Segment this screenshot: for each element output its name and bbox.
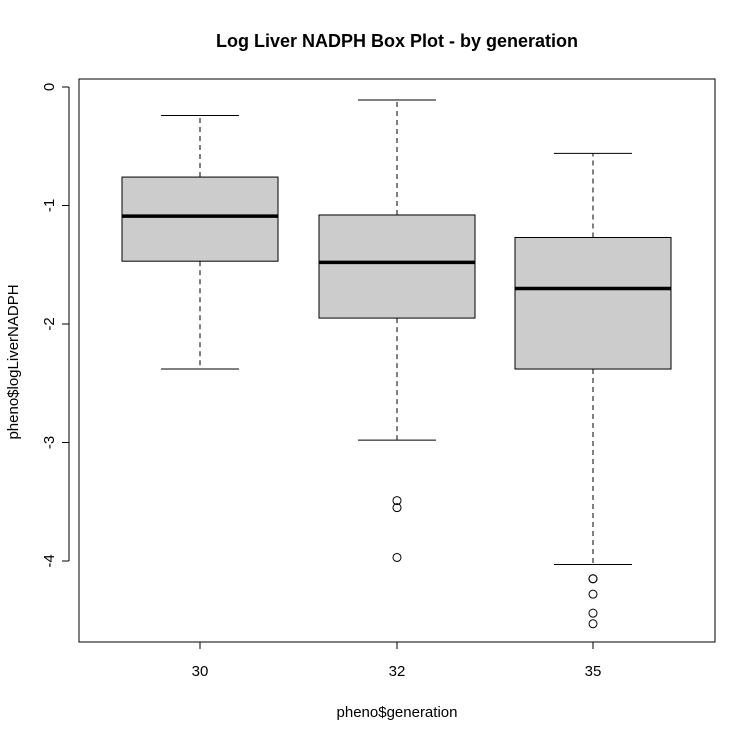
chart-title: Log Liver NADPH Box Plot - by generation — [216, 31, 578, 51]
x-tick-label: 35 — [585, 663, 602, 680]
outlier-point — [588, 574, 598, 584]
outlier-point — [392, 496, 402, 506]
x-axis-label: pheno$generation — [337, 704, 458, 721]
x-tick-label: 32 — [389, 663, 406, 680]
outlier-point — [392, 552, 402, 562]
y-tick-label: 0 — [41, 83, 58, 91]
y-tick-label: -3 — [41, 436, 58, 449]
outlier-point — [588, 619, 598, 629]
x-tick-label: 30 — [192, 663, 209, 680]
outlier-point — [588, 589, 598, 599]
outlier-point — [392, 503, 402, 513]
box-iqr — [121, 176, 279, 262]
y-tick-label: -4 — [41, 554, 58, 567]
y-axis-label: pheno$logLiverNADPH — [5, 284, 22, 439]
y-tick-label: -1 — [41, 199, 58, 212]
y-tick-label: -2 — [41, 317, 58, 330]
chart-marks: 0 -1 -2 -3 -4 30 32 35 — [41, 83, 672, 680]
box-iqr — [514, 236, 672, 370]
box-iqr — [318, 214, 476, 319]
outlier-point — [588, 608, 598, 618]
